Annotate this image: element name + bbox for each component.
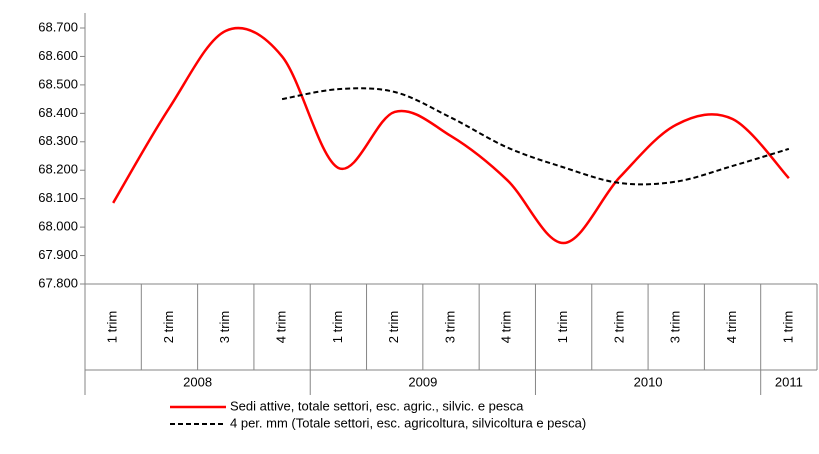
y-tick-label: 68.600 <box>38 48 78 63</box>
y-tick-label: 68.700 <box>38 19 78 34</box>
x-tick-label: 4 trim <box>499 311 514 344</box>
x-tick-label: 1 trim <box>555 311 570 344</box>
x-tick-label: 2 trim <box>161 311 176 344</box>
x-tick-label: 1 trim <box>105 311 120 344</box>
x-tick-label: 3 trim <box>442 311 457 344</box>
x-tick-label: 1 trim <box>780 311 795 344</box>
legend-label: Sedi attive, totale settori, esc. agric.… <box>230 398 524 413</box>
year-label: 2010 <box>634 374 663 389</box>
year-label: 2011 <box>775 374 803 389</box>
x-tick-label: 2 trim <box>611 311 626 344</box>
year-label: 2009 <box>408 374 437 389</box>
x-tick-label: 3 trim <box>217 311 232 344</box>
legend-label: 4 per. mm (Totale settori, esc. agricolt… <box>230 415 586 430</box>
x-tick-label: 4 trim <box>274 311 289 344</box>
y-tick-label: 67.800 <box>38 275 78 290</box>
y-tick-label: 68.400 <box>38 105 78 120</box>
y-tick-label: 67.900 <box>38 247 78 262</box>
x-tick-label: 4 trim <box>724 311 739 344</box>
series-line <box>281 87 790 186</box>
y-tick-label: 68.300 <box>38 133 78 148</box>
y-tick-label: 68.500 <box>38 76 78 91</box>
y-tick-label: 68.200 <box>38 162 78 177</box>
x-tick-label: 2 trim <box>386 311 401 344</box>
series-line <box>112 26 790 245</box>
y-tick-label: 68.100 <box>38 190 78 205</box>
year-label: 2008 <box>183 374 212 389</box>
x-tick-label: 3 trim <box>668 311 683 344</box>
x-tick-label: 1 trim <box>330 311 345 344</box>
y-tick-label: 68.000 <box>38 219 78 234</box>
